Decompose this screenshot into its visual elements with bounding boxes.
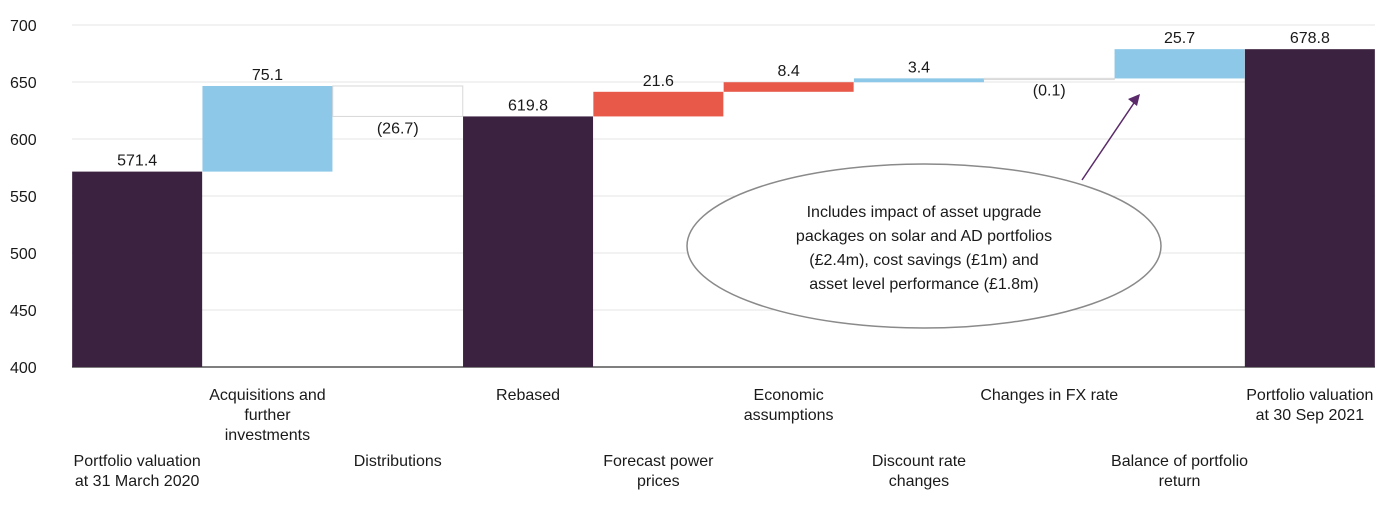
bar-impact	[723, 82, 854, 92]
data-label: 75.1	[252, 67, 283, 84]
y-tick-label: 700	[10, 18, 37, 35]
data-label: 25.7	[1164, 30, 1195, 47]
data-label: 3.4	[908, 59, 930, 76]
bar-total	[72, 171, 203, 367]
bar-total	[1244, 49, 1375, 367]
y-axis-ticks: 400 450 500 550 600 650 700	[10, 18, 37, 377]
data-label: 678.8	[1290, 30, 1330, 47]
x-category-label: Changes in FX rate	[980, 387, 1118, 404]
y-tick-label: 500	[10, 246, 37, 263]
y-tick-label: 400	[10, 360, 37, 377]
bars	[72, 49, 1375, 367]
data-label: (0.1)	[1033, 82, 1066, 99]
x-category-label: Balance of portfolio return	[1111, 453, 1248, 490]
data-label: 21.6	[643, 73, 674, 90]
annotation-ellipse	[686, 163, 1162, 329]
x-category-label: Portfolio valuation at 30 Sep 2021	[1246, 387, 1373, 424]
x-category-label: Economic assumptions	[744, 387, 834, 424]
category-labels: Portfolio valuation at 31 March 2020Acqui…	[74, 387, 1374, 490]
bar-decrease	[332, 85, 464, 117]
data-label: 571.4	[117, 153, 157, 170]
bar-increase	[1114, 49, 1245, 79]
annotation-text: Includes impact of asset upgrade packages…	[796, 204, 1052, 293]
data-label: 619.8	[508, 97, 548, 114]
x-category-label: Acquisitions and further investments	[209, 387, 326, 444]
annotation-arrow	[1081, 99, 1137, 181]
bar-total	[463, 116, 594, 367]
data-label: (26.7)	[377, 120, 419, 137]
y-tick-label: 650	[10, 75, 37, 92]
annotation: Includes impact of asset upgrade packages…	[686, 94, 1162, 329]
value-labels: 571.4 75.1 (26.7) 619.8 21.6 8.4 3.4 (0.1) 25.7 6…	[117, 30, 1330, 169]
annotation-arrow-head	[1128, 94, 1140, 106]
y-tick-label: 550	[10, 189, 37, 206]
x-category-label: Distributions	[354, 453, 442, 470]
x-category-label: Rebased	[496, 387, 560, 404]
bar-increase	[853, 78, 984, 83]
y-tick-label: 600	[10, 132, 37, 149]
bar-decrease	[983, 77, 1115, 81]
x-category-label: Forecast power prices	[603, 453, 714, 490]
bar-impact	[593, 91, 724, 117]
x-category-label: Portfolio valuation at 31 March 2020	[74, 453, 201, 490]
x-category-label: Discount rate changes	[872, 453, 966, 490]
data-label: 8.4	[778, 63, 800, 80]
bar-increase	[202, 85, 333, 172]
y-tick-label: 450	[10, 303, 37, 320]
